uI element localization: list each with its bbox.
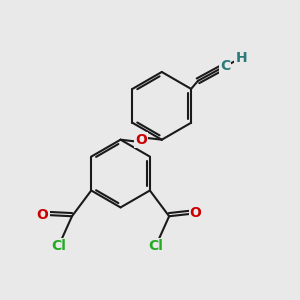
- Text: Cl: Cl: [148, 239, 163, 253]
- Text: Cl: Cl: [51, 239, 66, 253]
- Text: O: O: [190, 206, 202, 220]
- Text: H: H: [236, 51, 247, 65]
- Text: O: O: [135, 133, 147, 147]
- Text: O: O: [37, 208, 49, 222]
- Text: C: C: [220, 59, 230, 73]
